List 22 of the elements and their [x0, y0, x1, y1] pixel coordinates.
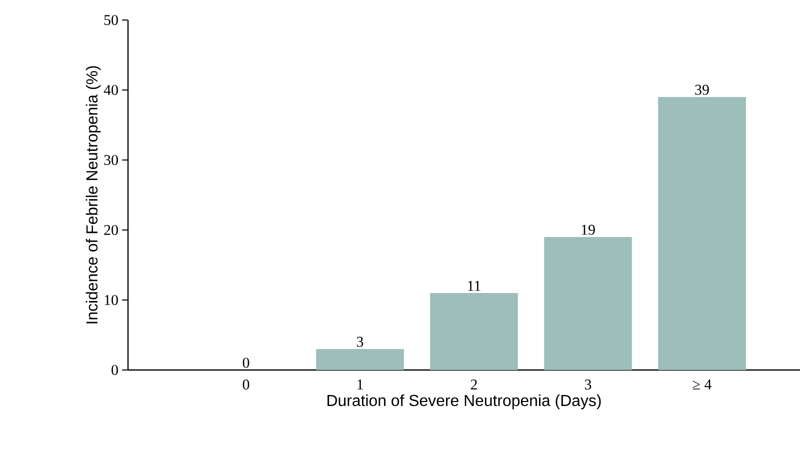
data-label: 11 [468, 280, 480, 291]
x-tick-label: 3 [584, 380, 592, 390]
data-label: 3 [356, 336, 364, 347]
y-tick-label: 20 [104, 224, 118, 236]
x-tick-label: 1 [358, 380, 363, 390]
data-label: 39 [695, 84, 709, 95]
data-label: 19 [582, 224, 595, 235]
bar [658, 96, 746, 370]
y-tick-label: 40 [104, 84, 118, 96]
data-label: 0 [242, 358, 250, 368]
x-axis-title: Duration of Severe Neutropenia (Days) [328, 394, 601, 410]
y-tick-label: 10 [104, 294, 118, 306]
bar [316, 348, 404, 370]
y-axis-title: Incidence of Febrile Neutropenia (%) [86, 66, 101, 324]
bar [430, 292, 518, 370]
y-tick-label: 30 [104, 154, 118, 166]
bar [544, 236, 632, 370]
y-tick-label: 0 [112, 364, 118, 376]
x-tick-label: ≥ 4 [692, 380, 712, 390]
y-tick-label: 50 [104, 14, 118, 26]
x-tick-label: 2 [470, 380, 477, 390]
x-tick-label: 0 [242, 380, 250, 390]
